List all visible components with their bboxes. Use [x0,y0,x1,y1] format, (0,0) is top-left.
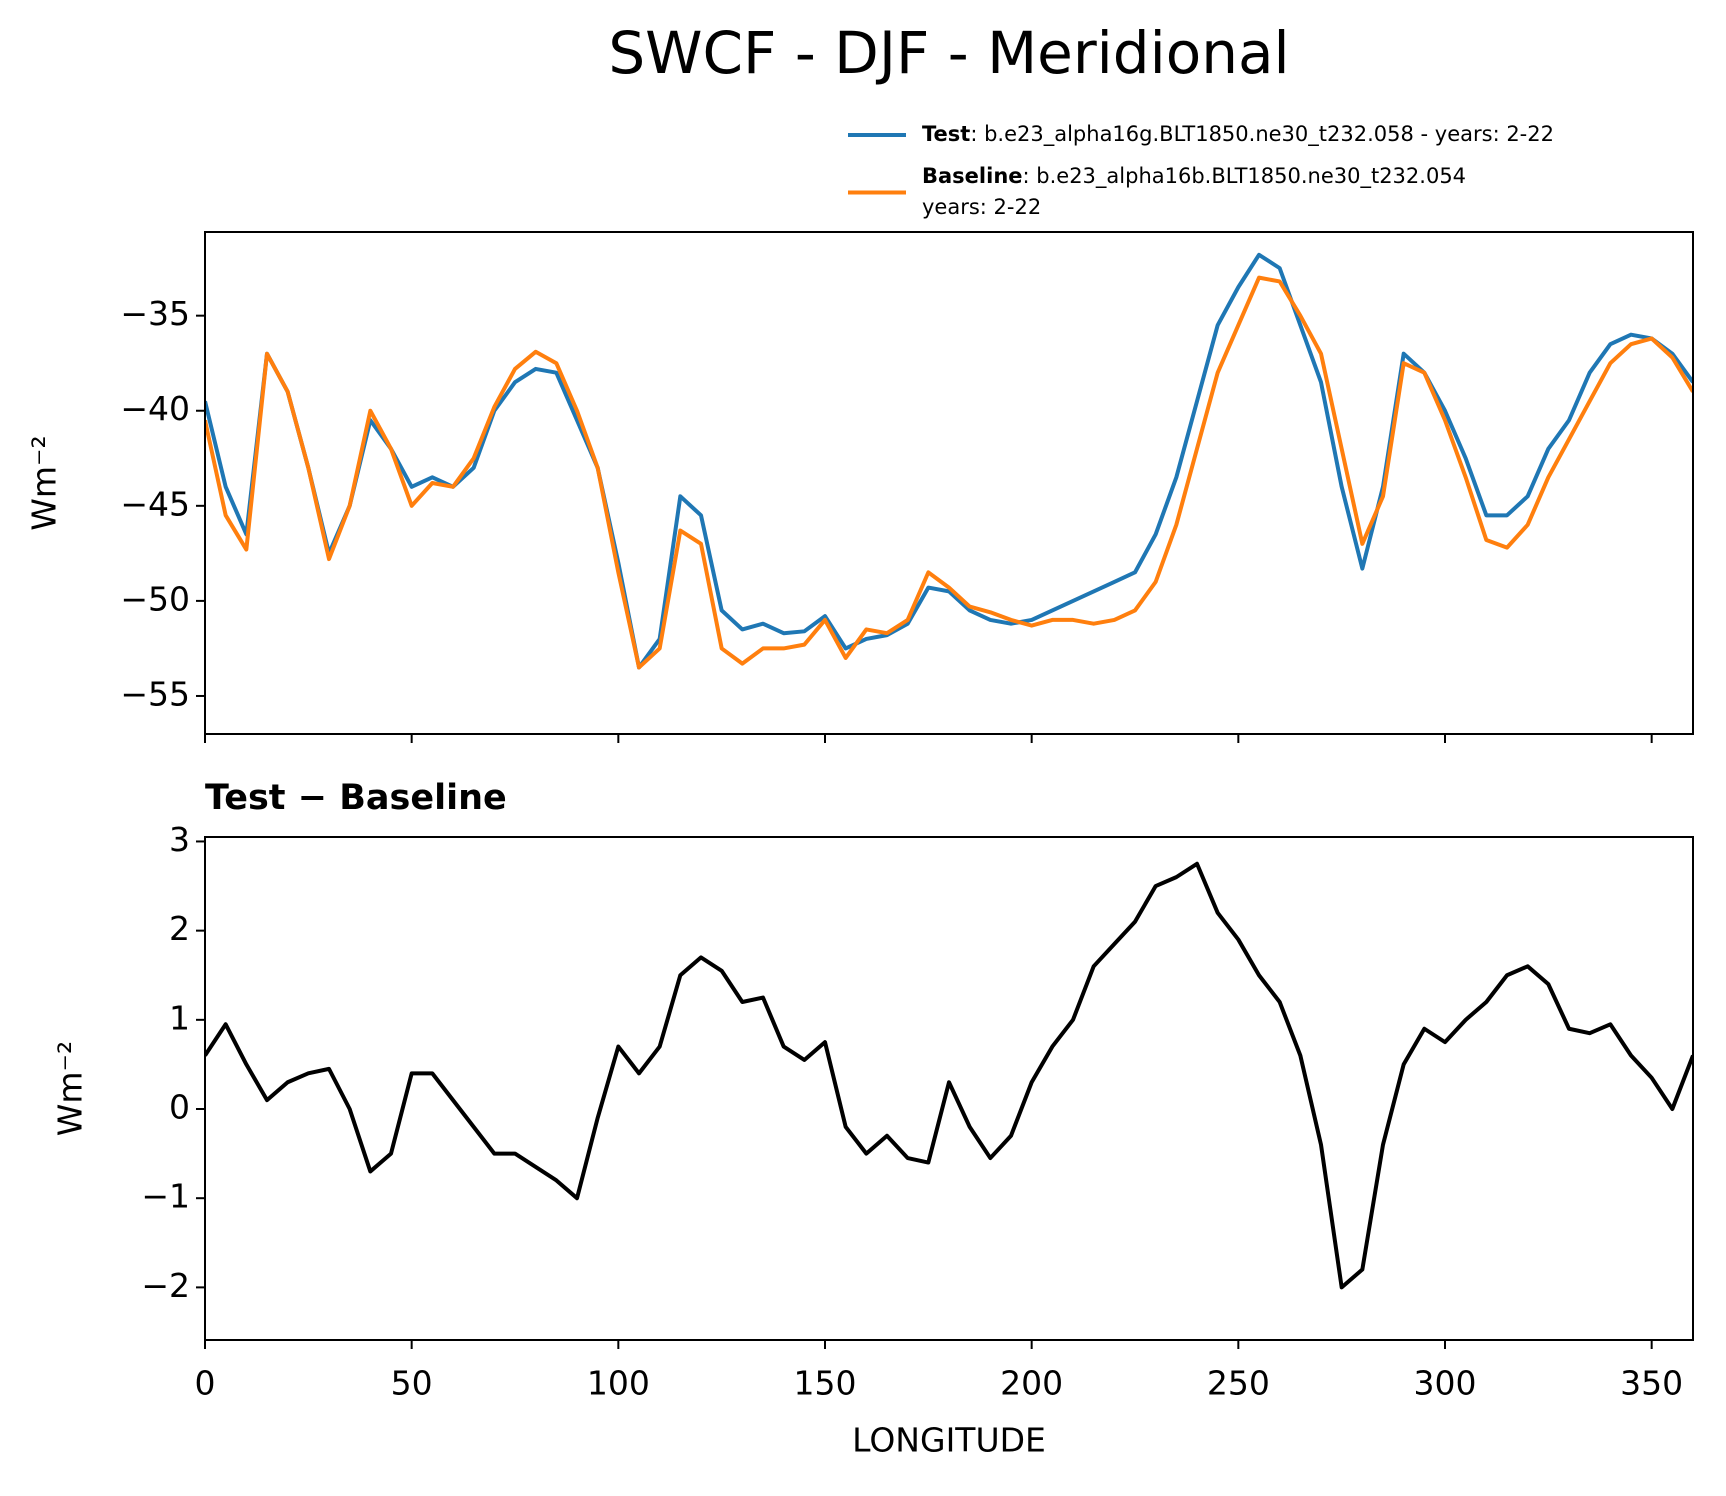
figure-title: SWCF - DJF - Meridional [608,19,1289,87]
y-tick-label: −35 [120,294,190,333]
y-tick-label: −55 [120,674,190,713]
x-tick-label: 0 [195,1364,216,1403]
data-line [205,252,1693,670]
data-line [205,861,1693,1290]
y-axis-label: Wm⁻² [25,435,64,530]
x-axis-label: LONGITUDE [852,1421,1046,1460]
legend-description: : b.e23_alpha16g.BLT1850.ne30_t232.058 -… [970,122,1554,147]
y-axis-label: Wm⁻² [51,1041,90,1136]
x-tick-label: 50 [391,1364,433,1403]
y-tick-label: −1 [141,1177,190,1216]
plot-area [205,861,1693,1290]
plot-area [205,252,1693,670]
y-tick-label: −50 [120,579,190,618]
axes-frame [204,231,1694,735]
legend-label: Test: b.e23_alpha16g.BLT1850.ne30_t232.0… [922,122,1554,147]
y-tick-label: −40 [120,389,190,428]
axes-frame [204,836,1694,1341]
y-tick-label: −45 [120,484,190,523]
subplot-title: Test − Baseline [205,778,507,818]
x-tick-label: 250 [1207,1364,1270,1403]
y-tick-label: −2 [141,1266,190,1305]
legend-description: years: 2-22 [922,195,1041,219]
x-tick-label: 100 [587,1364,650,1403]
x-tick-label: 150 [794,1364,857,1403]
legend-name: Baseline [922,164,1023,188]
data-line [205,275,1693,670]
y-tick-label: 0 [169,1088,190,1127]
y-tick-label: 3 [169,820,190,859]
legend-name: Test [922,122,970,146]
y-tick-label: 2 [169,909,190,948]
y-tick-label: 1 [169,998,190,1037]
x-tick-label: 350 [1620,1364,1683,1403]
x-tick-label: 300 [1414,1364,1477,1403]
x-tick-label: 200 [1000,1364,1063,1403]
legend-label: Baseline: b.e23_alpha16b.BLT1850.ne30_t2… [922,164,1466,189]
legend-description: : b.e23_alpha16b.BLT1850.ne30_t232.054 [1023,164,1467,189]
